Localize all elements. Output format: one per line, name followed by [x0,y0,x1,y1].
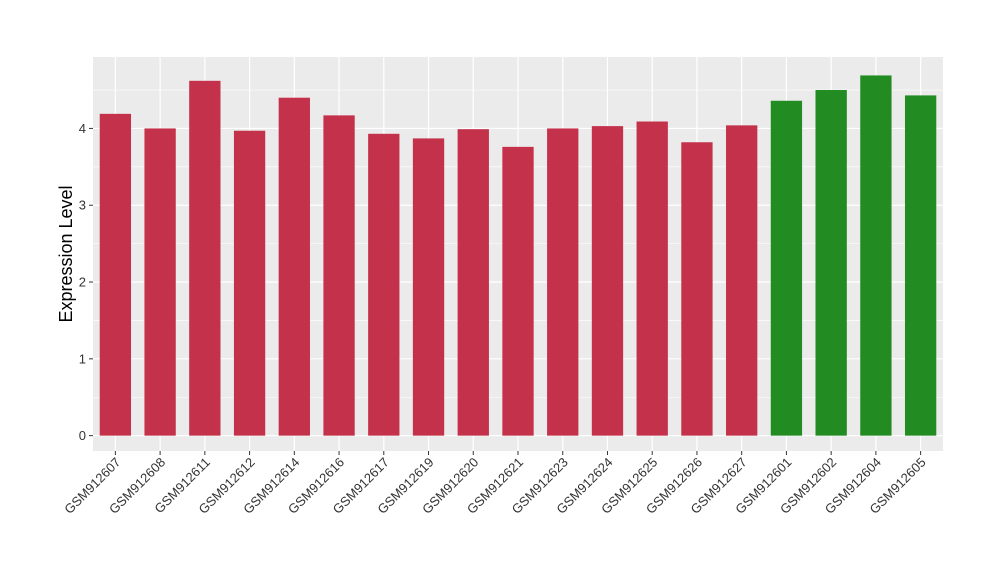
y-tick-label: 0 [79,428,86,443]
bars [99,75,937,436]
bar-GSM912623 [547,128,579,436]
bar-GSM912627 [726,125,758,436]
bar-GSM912607 [99,113,132,436]
y-axis: 0 1 2 3 4 [79,121,93,443]
y-tick-label: 1 [79,351,86,366]
bar-GSM912614 [278,97,310,436]
y-tick-label: 3 [79,198,86,213]
bar-GSM912621 [502,146,534,436]
bar-GSM912626 [681,142,713,436]
y-tick-label: 2 [79,275,86,290]
bar-GSM912619 [412,138,445,436]
y-axis-title: Expression Level [56,185,76,322]
bar-GSM912624 [591,126,624,436]
bar-GSM912617 [368,133,400,436]
bar-GSM912620 [457,129,489,436]
bar-GSM912616 [323,115,355,436]
bar-GSM912612 [233,130,266,436]
bar-GSM912601 [770,100,803,436]
bar-GSM912625 [636,121,668,436]
bar-GSM912602 [815,90,847,436]
bar-GSM912608 [144,128,176,436]
bar-GSM912604 [860,75,892,436]
y-tick-label: 4 [79,121,86,136]
bar-GSM912611 [189,80,221,436]
bar-GSM912605 [904,95,937,436]
x-axis: GSM912607GSM912608GSM912611GSM912612GSM9… [61,451,929,517]
